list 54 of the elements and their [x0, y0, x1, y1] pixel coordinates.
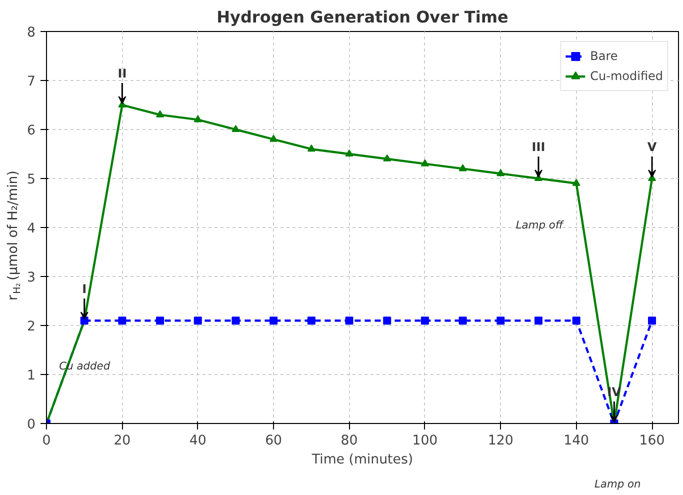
- y-axis-title: rH₂ (μmol of H₂/min): [6, 170, 23, 300]
- x-tick-label: 100: [412, 434, 438, 448]
- point: [345, 316, 354, 325]
- point: [194, 115, 202, 122]
- annotation: V: [647, 140, 658, 154]
- point: [232, 316, 240, 325]
- y-tick-label: 7: [27, 74, 36, 90]
- point: [383, 154, 392, 162]
- y-tick-label: 2: [27, 320, 36, 334]
- point: [420, 159, 429, 166]
- annotation: Lamp off: [516, 218, 564, 232]
- point: [383, 316, 392, 325]
- legend-label: Cu-modified: [590, 69, 663, 83]
- point: [270, 316, 278, 325]
- annotation: II: [118, 66, 127, 80]
- legend-label: Bare: [590, 49, 618, 63]
- y-tick-label: 8: [27, 26, 36, 40]
- x-axis-title: Time (minutes): [310, 452, 414, 468]
- point: [270, 134, 278, 142]
- x-tick-label: 60: [265, 434, 282, 448]
- y-tick-label: 0: [27, 418, 36, 432]
- point: [194, 316, 202, 325]
- point: [496, 316, 505, 325]
- y-tick-label: 4: [27, 222, 36, 236]
- y-tick-label: 5: [27, 172, 36, 188]
- point: [232, 124, 240, 132]
- point: [156, 110, 164, 118]
- point: [307, 144, 316, 152]
- point: [534, 316, 542, 325]
- x-tick-label: 80: [340, 434, 358, 448]
- x-tick-label: 160: [639, 434, 665, 448]
- point: [118, 316, 126, 325]
- point: [156, 316, 164, 325]
- point: [420, 316, 429, 325]
- x-tick-label: 140: [564, 434, 590, 448]
- chart-title: Hydrogen Generation Over Time: [216, 8, 508, 26]
- annotation: III: [532, 140, 546, 154]
- point: [496, 169, 505, 176]
- point: [458, 164, 467, 172]
- point: [345, 149, 354, 157]
- annotation: I: [82, 282, 87, 296]
- y-tick-label: 3: [27, 270, 36, 286]
- point: [572, 316, 580, 325]
- point: [572, 178, 580, 186]
- y-tick-label: 1: [27, 368, 36, 384]
- point: [648, 316, 656, 325]
- x-tick-label: 40: [189, 434, 206, 448]
- point: [307, 316, 316, 325]
- point: [458, 316, 467, 325]
- x-tick-label: 0: [42, 434, 51, 448]
- x-tick-label: 20: [114, 434, 131, 448]
- x-tick-label: 120: [488, 434, 514, 448]
- y-tick-label: 6: [27, 124, 36, 138]
- text: Lamp on: [594, 478, 642, 490]
